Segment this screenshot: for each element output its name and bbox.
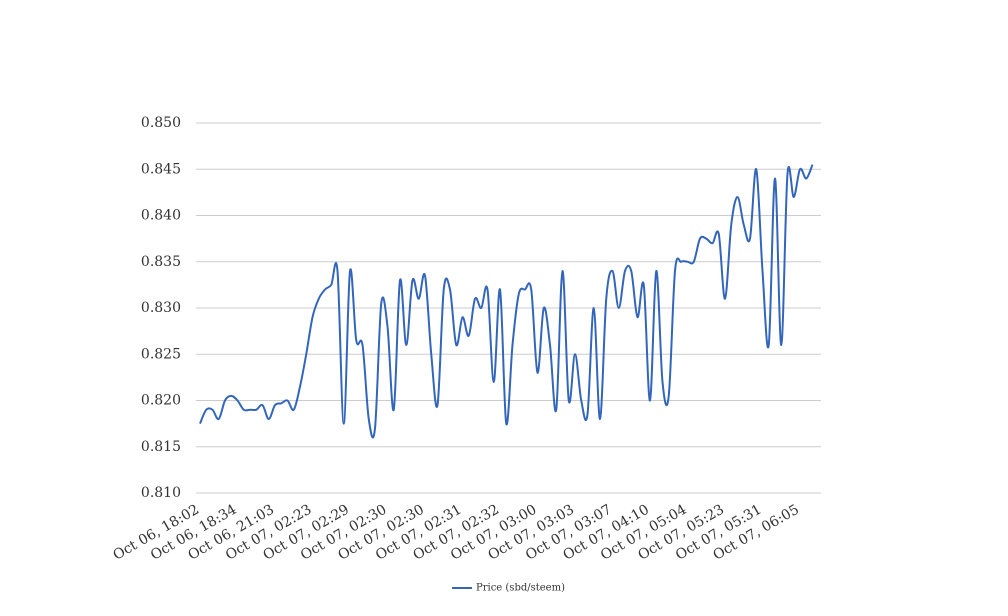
y-tick-label: 0.820: [141, 393, 181, 409]
y-tick-label: 0.845: [141, 161, 181, 177]
y-tick-label: 0.835: [141, 254, 181, 270]
y-tick-label: 0.830: [141, 300, 181, 316]
y-tick-label: 0.815: [141, 439, 181, 455]
y-tick-label: 0.850: [141, 115, 181, 131]
y-tick-label: 0.810: [141, 485, 181, 501]
y-tick-label: 0.840: [141, 208, 181, 224]
legend-label: Price (sbd/steem): [476, 583, 565, 594]
y-tick-label: 0.825: [141, 346, 181, 362]
price-line: [199, 164, 814, 439]
